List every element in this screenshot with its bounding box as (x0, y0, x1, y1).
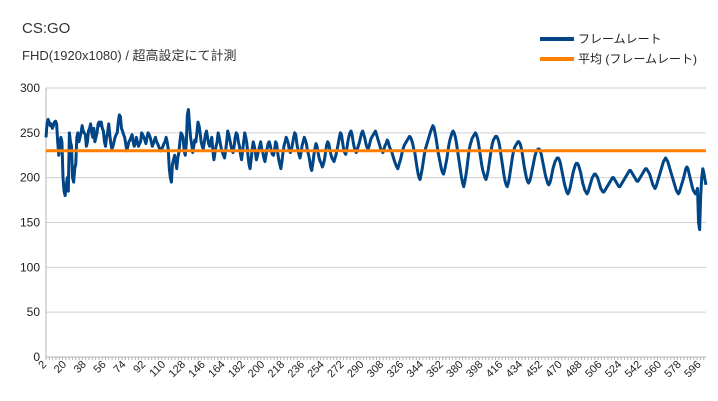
y-tick-label: 300 (20, 81, 40, 95)
x-tick-label: 596 (682, 359, 703, 380)
chart-subtitle: FHD(1920x1080) / 超高設定にて計測 (22, 48, 237, 63)
x-tick-label: 110 (147, 359, 168, 380)
x-tick-label: 308 (365, 359, 386, 380)
x-tick-label: 164 (206, 359, 227, 380)
x-tick-label: 182 (226, 359, 247, 380)
x-tick-label: 56 (92, 359, 109, 376)
y-tick-label: 250 (20, 126, 40, 140)
x-tick-label: 290 (345, 359, 366, 380)
x-tick-label: 200 (246, 359, 267, 380)
legend-label-average: 平均 (フレームレート) (578, 52, 697, 66)
x-tick-label: 560 (643, 359, 664, 380)
chart-title: CS:GO (22, 20, 71, 37)
grid-lines (45, 87, 706, 360)
x-tick-label: 92 (131, 359, 148, 376)
y-tick-label: 100 (20, 260, 40, 274)
x-tick-label: 128 (167, 359, 188, 380)
x-tick-label: 470 (543, 359, 564, 380)
legend-item-average: 平均 (フレームレート) (540, 50, 697, 67)
x-tick-label: 344 (405, 359, 426, 380)
x-tick-label: 236 (286, 359, 307, 380)
y-tick-label: 200 (20, 171, 40, 185)
x-tick-label: 20 (52, 359, 69, 376)
x-tick-label: 326 (385, 359, 406, 380)
x-tick-label: 506 (583, 359, 604, 380)
x-tick-label: 578 (662, 359, 683, 380)
x-tick-label: 254 (305, 359, 326, 380)
x-tick-label: 488 (563, 359, 584, 380)
series-line-framerate (44, 108, 708, 232)
legend-swatch-framerate (540, 36, 574, 41)
x-tick-label: 272 (325, 359, 346, 380)
x-tick-label: 38 (72, 359, 89, 376)
x-tick-label: 146 (186, 359, 207, 380)
y-tick-label: 0 (33, 350, 40, 364)
x-tick-label: 416 (484, 359, 505, 380)
x-tick-label: 380 (444, 359, 465, 380)
legend-swatch-average (540, 56, 574, 61)
x-axis-ticks: 2 20 38 56 74 9211012814616418220021823625427… (36, 359, 703, 380)
x-tick-label: 398 (464, 359, 485, 380)
x-tick-label: 218 (266, 359, 287, 380)
legend-label-framerate: フレームレート (578, 32, 662, 46)
x-tick-label: 542 (623, 359, 644, 380)
x-tick-label: 452 (524, 359, 545, 380)
x-tick-label: 434 (504, 359, 525, 380)
x-tick-label: 74 (111, 359, 128, 376)
legend-item-framerate: フレームレート (540, 30, 662, 47)
y-tick-label: 150 (20, 216, 40, 230)
x-tick-label: 2 (36, 359, 49, 372)
y-axis-ticks: 0 50 100 150 200 250 300 (20, 81, 40, 364)
y-tick-label: 50 (27, 305, 41, 319)
x-tick-label: 362 (424, 359, 445, 380)
x-tick-label: 524 (603, 359, 624, 380)
